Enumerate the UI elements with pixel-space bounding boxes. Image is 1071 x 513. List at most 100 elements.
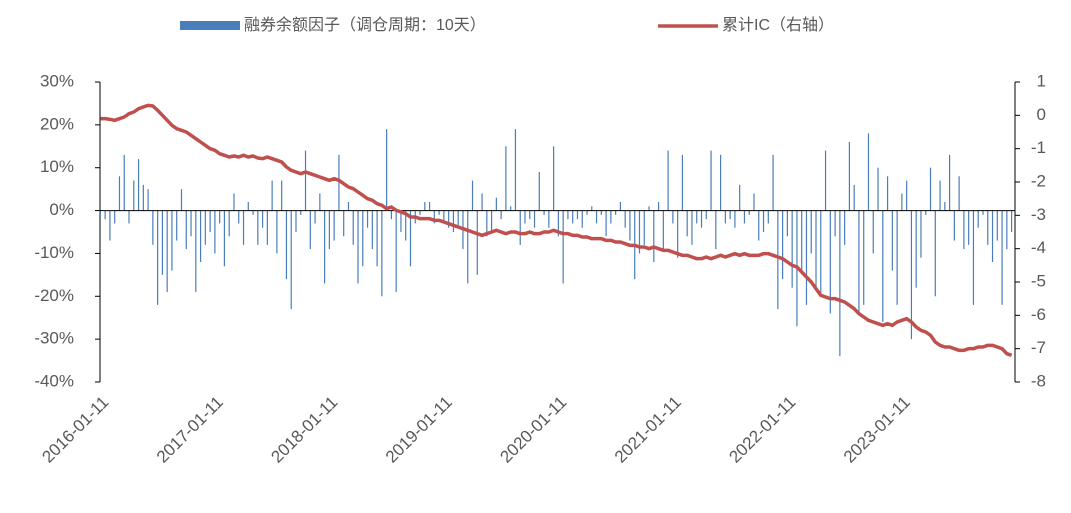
bar: [739, 184, 741, 211]
y-tick-label: 10%: [40, 157, 74, 176]
y-tick-label: -10%: [34, 243, 74, 262]
bar: [505, 146, 507, 211]
bar: [910, 210, 913, 340]
bar: [758, 210, 760, 241]
bar: [672, 210, 674, 224]
bar: [109, 210, 111, 241]
bar: [782, 210, 784, 280]
bar: [176, 210, 178, 241]
bar: [405, 210, 407, 241]
bar: [495, 197, 497, 211]
bar: [958, 176, 960, 211]
bar: [252, 210, 254, 215]
bar: [925, 210, 927, 215]
x-tick-label: 2021-01-11: [611, 393, 685, 467]
bar: [381, 210, 383, 297]
bar: [452, 210, 455, 232]
x-tick-label: 2016-01-11: [38, 393, 112, 467]
bar: [424, 202, 426, 211]
bar: [753, 193, 755, 211]
bar: [805, 210, 808, 305]
bar: [810, 210, 812, 254]
bar: [157, 210, 159, 305]
bar: [700, 210, 703, 228]
bar: [834, 210, 836, 237]
bar: [643, 210, 645, 245]
bar: [543, 210, 545, 215]
bar: [1006, 210, 1008, 250]
y-tick-label: 0%: [49, 200, 74, 219]
bar: [123, 154, 125, 211]
bar: [419, 210, 421, 215]
bar: [295, 210, 297, 232]
bar: [219, 210, 221, 224]
bar: [657, 202, 660, 211]
bar: [600, 210, 602, 215]
bar: [195, 210, 197, 292]
bar: [576, 210, 579, 220]
ic-line: [100, 103, 1013, 357]
bar: [142, 184, 144, 211]
y-tick-label: -30%: [34, 329, 74, 348]
bar: [338, 154, 340, 211]
bar: [729, 210, 731, 220]
bar: [448, 210, 450, 228]
bar: [214, 210, 216, 254]
y-tick-label: 20%: [40, 114, 74, 133]
y2-tick-label: 0: [1037, 105, 1046, 124]
bar: [386, 129, 388, 211]
bar: [948, 154, 951, 211]
bar: [114, 210, 116, 224]
bar: [863, 210, 865, 305]
bar: [524, 210, 526, 224]
bar: [438, 210, 440, 215]
bar: [820, 210, 822, 297]
bar: [982, 210, 984, 215]
bar: [309, 210, 311, 250]
bar: [443, 210, 445, 224]
bar: [915, 210, 917, 288]
bar: [285, 210, 288, 280]
bar: [648, 206, 650, 211]
bar: [137, 159, 140, 211]
bar: [500, 210, 502, 220]
bar: [357, 210, 359, 284]
bar: [748, 210, 750, 215]
bar: [667, 150, 669, 211]
x-tick-label: 2019-01-11: [382, 393, 456, 467]
bar: [977, 210, 979, 228]
bar: [844, 210, 846, 245]
bar: [848, 142, 851, 211]
bar: [705, 210, 707, 220]
bar: [619, 202, 622, 211]
bar: [376, 210, 378, 267]
bar: [228, 210, 230, 237]
bar: [548, 210, 550, 228]
bar: [538, 172, 540, 211]
bar: [390, 210, 393, 220]
bar: [395, 210, 397, 292]
bar: [366, 210, 369, 228]
bar: [638, 210, 641, 254]
bar: [510, 206, 512, 211]
bar: [586, 210, 588, 215]
bar: [882, 210, 884, 322]
bar: [261, 210, 264, 228]
bar: [1011, 210, 1013, 232]
bar: [242, 210, 245, 245]
bar: [352, 210, 354, 245]
bar: [772, 154, 774, 211]
y2-tick-label: -1: [1031, 138, 1046, 157]
bar: [553, 146, 555, 211]
bar: [471, 180, 474, 211]
y2-tick-label: -4: [1031, 238, 1046, 257]
legend-label: 融券余额因子（调仓周期：10天）: [244, 15, 486, 34]
bar: [872, 210, 874, 254]
bar: [199, 210, 202, 262]
bar: [653, 210, 655, 262]
bar: [767, 210, 769, 224]
y2-tick-label: -7: [1031, 338, 1046, 357]
bar: [934, 210, 936, 297]
bar: [276, 210, 278, 254]
